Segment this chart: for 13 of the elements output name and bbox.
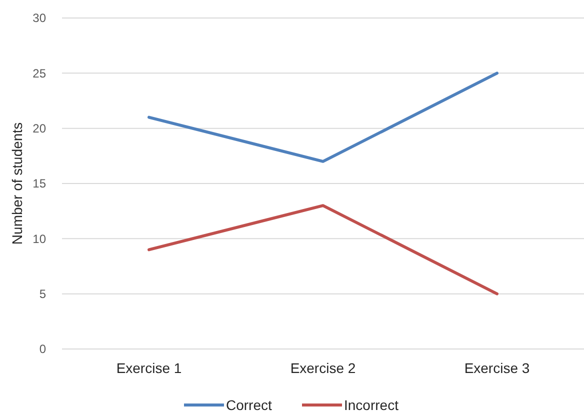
x-tick-label: Exercise 3	[464, 360, 530, 376]
y-axis-title: Number of students	[9, 122, 25, 245]
y-tick-label: 20	[32, 122, 46, 136]
legend-label: Incorrect	[344, 396, 399, 413]
x-tick-label: Exercise 2	[290, 360, 356, 376]
y-tick-label: 25	[32, 66, 46, 80]
y-tick-label: 15	[32, 176, 46, 191]
y-tick-label: 10	[32, 232, 46, 246]
y-tick-label: 5	[39, 287, 46, 302]
y-tick-label: 0	[39, 342, 46, 356]
x-tick-label: Exercise 1	[116, 360, 182, 376]
y-tick-label: 30	[32, 11, 46, 26]
legend-label: Correct	[226, 396, 272, 413]
